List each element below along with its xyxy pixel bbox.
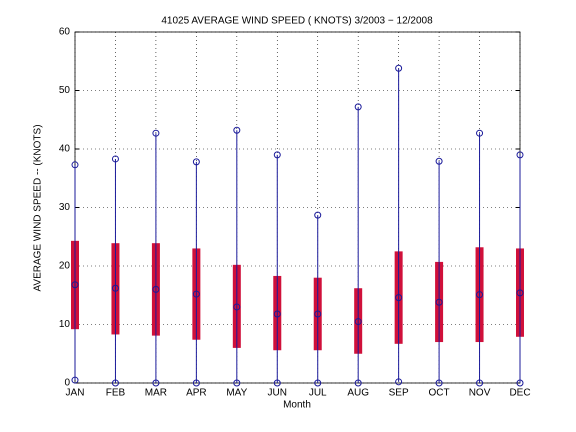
y-tick-label: 60 <box>59 27 71 38</box>
min-marker <box>516 379 524 387</box>
min-marker <box>314 379 322 387</box>
x-tick-label: OCT <box>429 388 450 399</box>
mean-marker <box>395 294 403 302</box>
max-marker <box>354 103 362 111</box>
max-marker <box>314 211 322 219</box>
min-marker <box>354 379 362 387</box>
y-axis-label: AVERAGE WIND SPEED -- (KNOTS) <box>33 124 44 291</box>
min-marker <box>435 379 443 387</box>
chart-title: 41025 AVERAGE WIND SPEED ( KNOTS) 3/2003… <box>161 16 433 27</box>
max-marker <box>435 157 443 165</box>
min-marker <box>476 379 484 387</box>
min-marker <box>192 379 200 387</box>
mean-marker <box>192 290 200 298</box>
mean-marker <box>273 310 281 318</box>
x-tick-label: SEP <box>389 388 409 399</box>
x-tick-label: JUL <box>309 388 327 399</box>
max-marker <box>111 155 119 163</box>
mean-marker <box>152 285 160 293</box>
min-marker <box>273 379 281 387</box>
max-marker <box>71 161 79 169</box>
x-tick-label: JAN <box>66 388 85 399</box>
x-tick-label: AUG <box>347 388 369 399</box>
x-tick-label: FEB <box>106 388 126 399</box>
mean-marker <box>476 291 484 299</box>
min-marker <box>71 376 79 384</box>
max-marker <box>395 64 403 72</box>
mean-marker <box>314 310 322 318</box>
y-tick-label: 40 <box>59 144 71 155</box>
x-tick-label: DEC <box>509 388 530 399</box>
max-marker <box>233 126 241 134</box>
x-tick-label: JUN <box>268 388 287 399</box>
min-marker <box>111 379 119 387</box>
max-marker <box>516 151 524 159</box>
min-marker <box>233 379 241 387</box>
min-marker <box>152 379 160 387</box>
max-marker <box>152 129 160 137</box>
y-tick-label: 10 <box>59 319 71 330</box>
mean-marker <box>111 284 119 292</box>
max-marker <box>273 151 281 159</box>
y-tick-label: 20 <box>59 261 71 272</box>
x-tick-label: MAY <box>226 388 247 399</box>
x-tick-label: NOV <box>469 388 491 399</box>
min-marker <box>395 378 403 386</box>
mean-marker <box>516 289 524 297</box>
mean-marker <box>435 298 443 306</box>
x-tick-label: APR <box>186 388 207 399</box>
y-tick-label: 50 <box>59 85 71 96</box>
x-axis-label: Month <box>283 400 311 411</box>
max-marker <box>192 158 200 166</box>
x-tick-label: MAR <box>145 388 167 399</box>
mean-marker <box>71 281 79 289</box>
max-marker <box>476 129 484 137</box>
y-tick-label: 0 <box>64 378 70 389</box>
y-tick-label: 30 <box>59 202 71 213</box>
mean-marker <box>233 303 241 311</box>
mean-marker <box>354 318 362 326</box>
